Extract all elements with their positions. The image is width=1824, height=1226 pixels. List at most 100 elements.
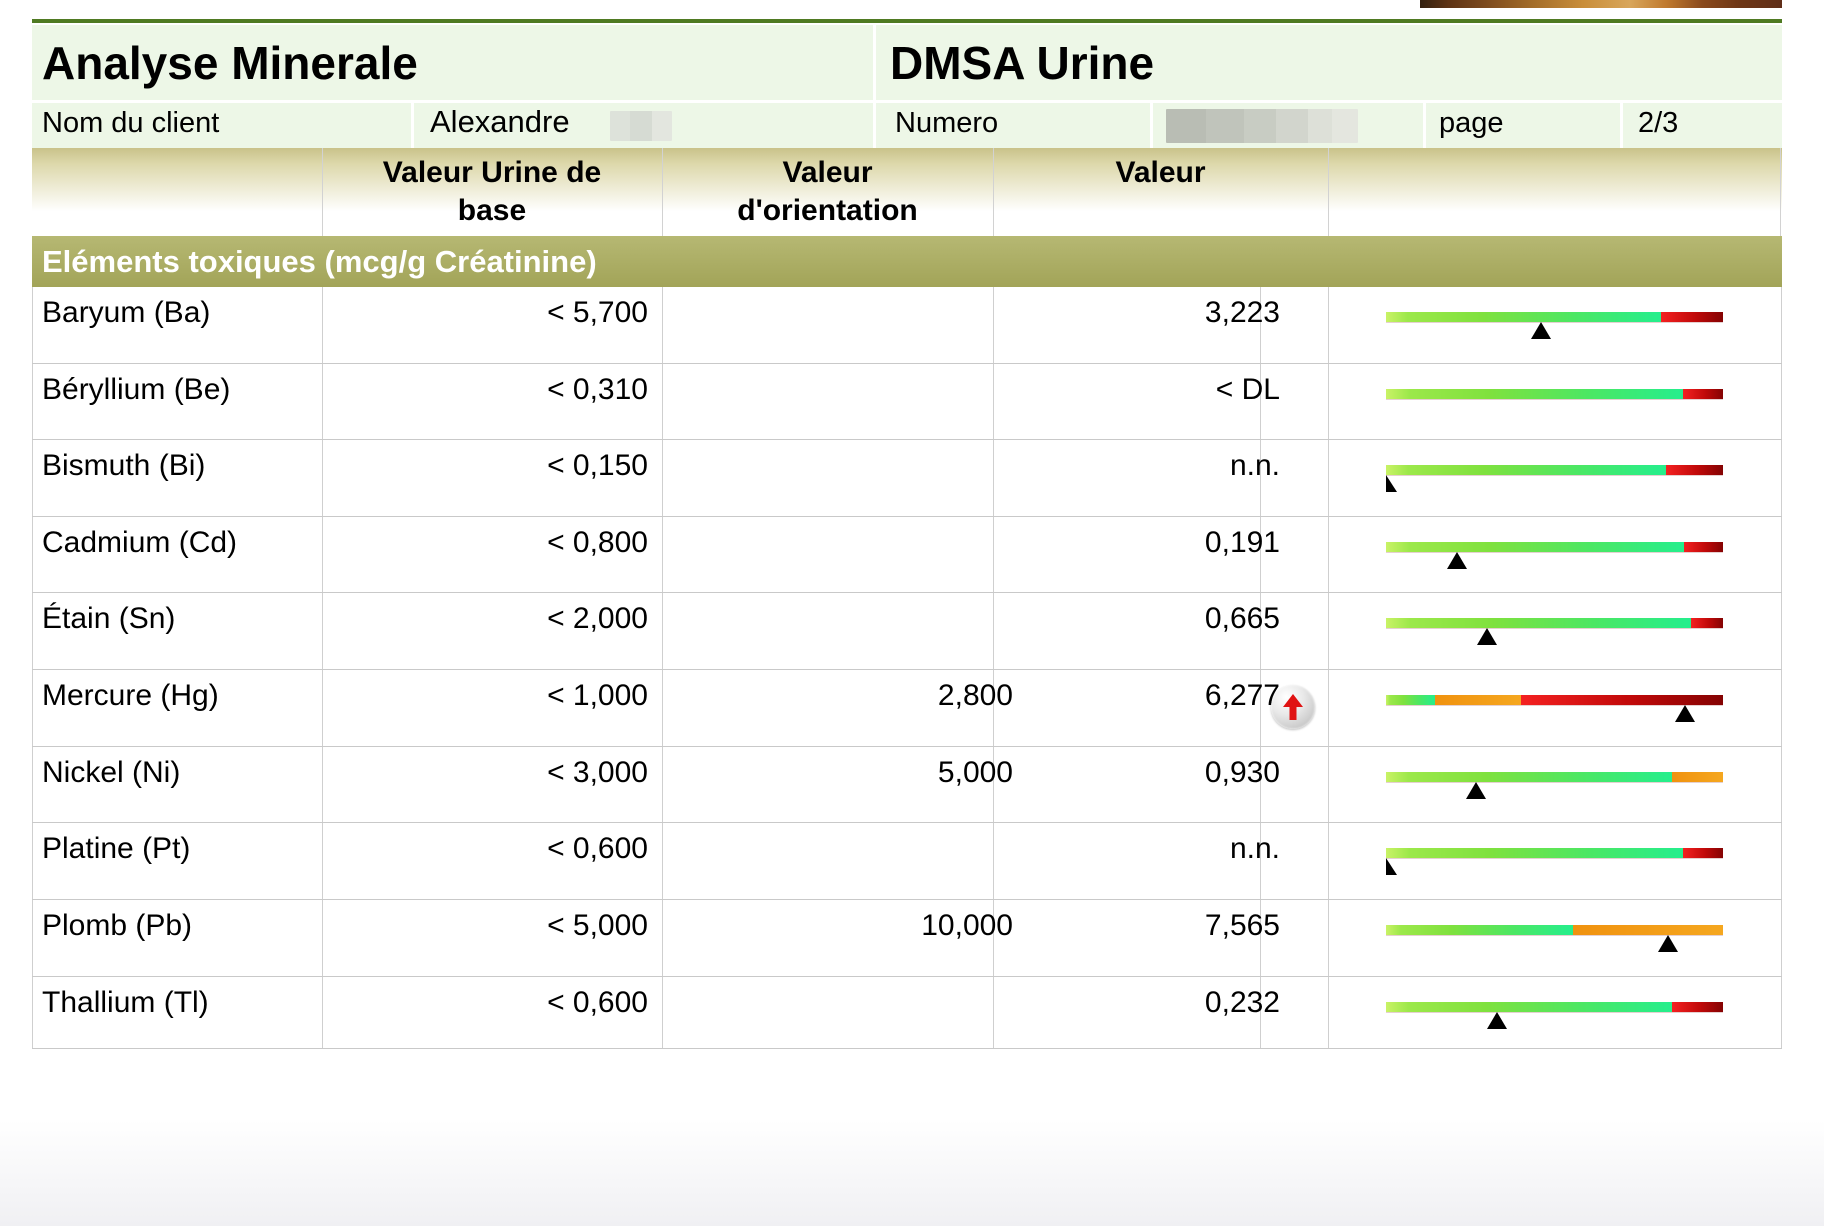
grid-line <box>993 364 994 439</box>
orientation-value: 5,000 <box>937 756 1013 789</box>
gauge-bar <box>1386 1002 1723 1012</box>
result-value: < DL <box>1215 373 1280 406</box>
result-value: 0,232 <box>1204 986 1280 1019</box>
grid-line <box>322 977 323 1048</box>
gauge-bar <box>1386 312 1723 322</box>
grid-line <box>322 517 323 592</box>
column-divider <box>1780 148 1781 236</box>
grid-line <box>32 977 33 1048</box>
report-subtitle: DMSA Urine <box>890 37 1155 89</box>
base-value: < 0,310 <box>547 373 648 406</box>
table-row: Platine (Pt) < 0,600 n.n. <box>32 823 1782 900</box>
gauge-marker-triangle <box>1658 935 1679 952</box>
gauge-segment-orange <box>1435 695 1521 705</box>
column-divider <box>1328 148 1329 236</box>
grid-line <box>1328 977 1329 1048</box>
result-value: 0,665 <box>1204 602 1280 635</box>
table-row: Baryum (Ba) < 5,700 3,223 <box>32 287 1782 364</box>
client-name-redaction <box>610 111 672 141</box>
grid-line <box>1260 900 1261 976</box>
numero-label: Numero <box>895 107 999 139</box>
element-name: Béryllium (Be) <box>42 373 231 406</box>
result-value: 7,565 <box>1204 909 1280 942</box>
result-value: 3,223 <box>1204 296 1280 329</box>
gauge-segment-orange <box>1672 772 1723 782</box>
grid-line <box>993 747 994 822</box>
grid-line <box>662 670 663 746</box>
grid-line <box>1781 287 1782 363</box>
grid-line <box>32 593 33 669</box>
grid-line <box>1260 747 1261 822</box>
grid-line <box>993 977 994 1048</box>
gauge-marker-triangle <box>1477 628 1498 645</box>
grid-line <box>32 747 33 822</box>
grid-line <box>1328 900 1329 976</box>
grid-line <box>662 823 663 899</box>
grid-line <box>1781 747 1782 822</box>
grid-line <box>993 517 994 592</box>
grid-line <box>993 287 994 363</box>
gauge-segment-red <box>1521 695 1723 705</box>
grid-line <box>322 593 323 669</box>
grid-line <box>1328 440 1329 516</box>
grid-line <box>322 900 323 976</box>
table-row: Béryllium (Be) < 0,310 < DL <box>32 364 1782 440</box>
gauge-segment-green <box>1386 312 1661 322</box>
column-header-base-line2: base <box>457 194 527 227</box>
page-number: 2/3 <box>1638 107 1679 139</box>
gauge-bar <box>1386 618 1723 628</box>
page-bottom-fade <box>0 1120 1824 1226</box>
grid-line <box>1328 747 1329 822</box>
gauge-marker-triangle <box>1386 475 1397 492</box>
grid-line <box>662 440 663 516</box>
result-value: 0,930 <box>1204 756 1280 789</box>
grid-line <box>322 287 323 363</box>
element-name: Platine (Pt) <box>42 832 191 865</box>
column-header-base-line1: Valeur Urine de <box>382 156 602 189</box>
grid-line <box>1260 593 1261 669</box>
grid-line <box>1781 440 1782 516</box>
grid-line <box>993 823 994 899</box>
grid-line <box>662 364 663 439</box>
grid-line <box>1781 364 1782 439</box>
grid-line <box>662 900 663 976</box>
header-rule <box>32 19 1782 23</box>
grid-line <box>1260 440 1261 516</box>
grid-line <box>662 977 663 1048</box>
client-cell-divider <box>411 103 414 148</box>
gauge-bar <box>1386 389 1723 399</box>
grid-line <box>1781 593 1782 669</box>
client-cell-divider <box>1620 103 1623 148</box>
gauge-segment-green <box>1386 465 1666 475</box>
grid-line <box>32 670 33 746</box>
column-divider <box>322 148 323 236</box>
grid-line <box>32 517 33 592</box>
header-row-divider <box>32 100 1782 103</box>
gauge-marker-triangle <box>1386 858 1397 875</box>
grid-line <box>662 517 663 592</box>
grid-line <box>1328 823 1329 899</box>
grid-line <box>1260 364 1261 439</box>
grid-line <box>993 900 994 976</box>
table-row: Mercure (Hg) < 1,000 2,800 6,277 <box>32 670 1782 747</box>
gauge-bar <box>1386 772 1723 782</box>
gauge-segment-orange <box>1573 925 1723 935</box>
column-header-orientation-line1: Valeur <box>782 156 873 189</box>
grid-line <box>1260 517 1261 592</box>
grid-line <box>1260 823 1261 899</box>
client-cell-divider <box>1150 103 1153 148</box>
report-title: Analyse Minerale <box>42 37 418 89</box>
report-header-panel: Analyse Minerale DMSA Urine Nom du clien… <box>32 25 1782 148</box>
section-title: Eléments toxiques (mcg/g Créatinine) <box>42 243 597 279</box>
element-name: Thallium (Tl) <box>42 986 209 1019</box>
grid-line <box>1328 517 1329 592</box>
gauge-segment-red <box>1672 1002 1723 1012</box>
gauge-bar <box>1386 542 1723 552</box>
gauge-segment-green <box>1386 618 1691 628</box>
grid-line <box>32 287 33 363</box>
gauge-segment-red <box>1666 465 1723 475</box>
grid-line <box>993 440 994 516</box>
grid-line <box>1328 364 1329 439</box>
gauge-marker-triangle <box>1487 1012 1508 1029</box>
